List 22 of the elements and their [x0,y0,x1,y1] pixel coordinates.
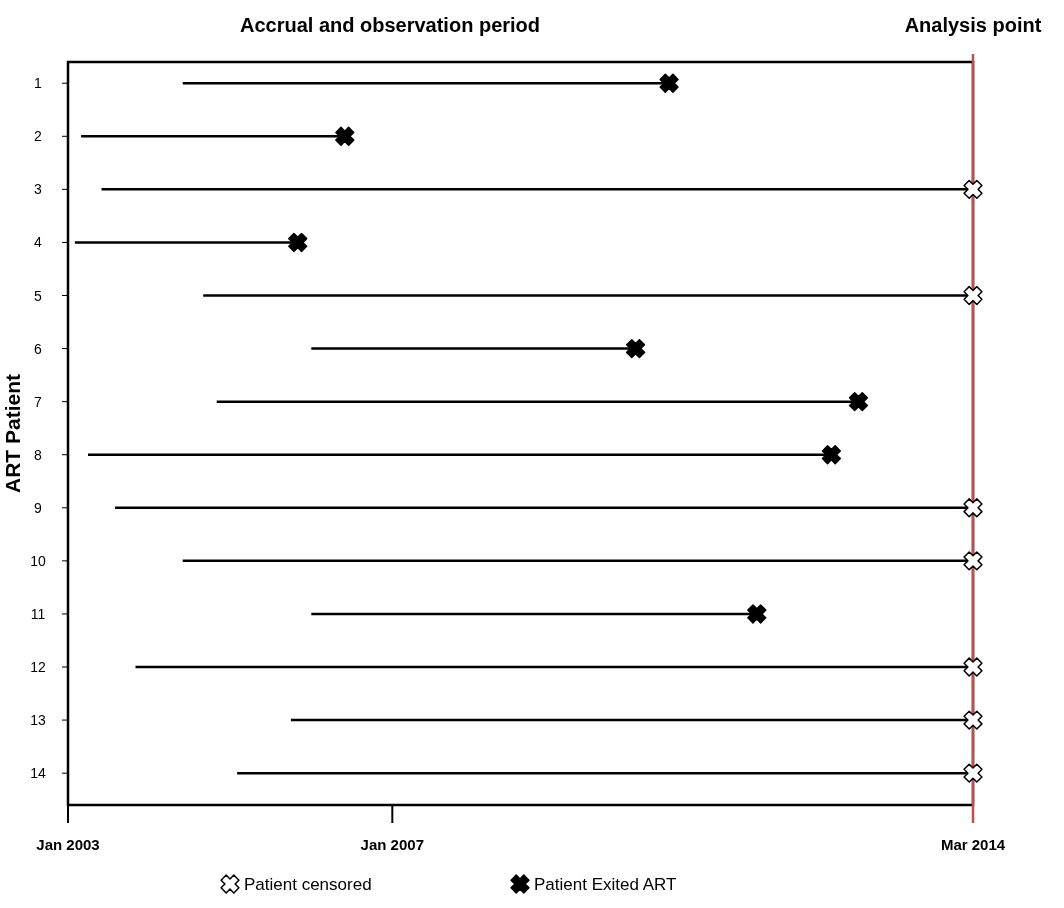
ref-line-label: Analysis point [904,14,1042,36]
y-tick-label: 13 [30,712,46,729]
y-tick-label: 12 [30,659,46,676]
x-tick-label: Mar 2014 [940,836,1006,853]
y-tick-label: 1 [34,75,43,92]
y-tick-label: 10 [30,552,46,569]
chart-title: Accrual and observation period [239,14,541,36]
y-tick-label: 14 [30,765,46,782]
y-tick-label: 7 [34,393,43,410]
y-tick-label: 2 [34,128,43,145]
legend-label: Patient censored [244,875,372,894]
y-tick-label: 9 [34,499,43,516]
y-tick-label: 3 [34,181,43,198]
x-tick-label: Jan 2007 [360,836,424,853]
y-tick-label: 4 [34,234,43,251]
legend-label: Patient Exited ART [534,875,677,894]
y-tick-label: 11 [30,605,46,622]
y-tick-label: 5 [34,287,43,304]
x-tick-label: Jan 2003 [36,836,100,853]
y-tick-label: 8 [34,446,43,463]
y-axis-title: ART Patient [1,373,24,494]
y-tick-label: 6 [34,340,43,357]
